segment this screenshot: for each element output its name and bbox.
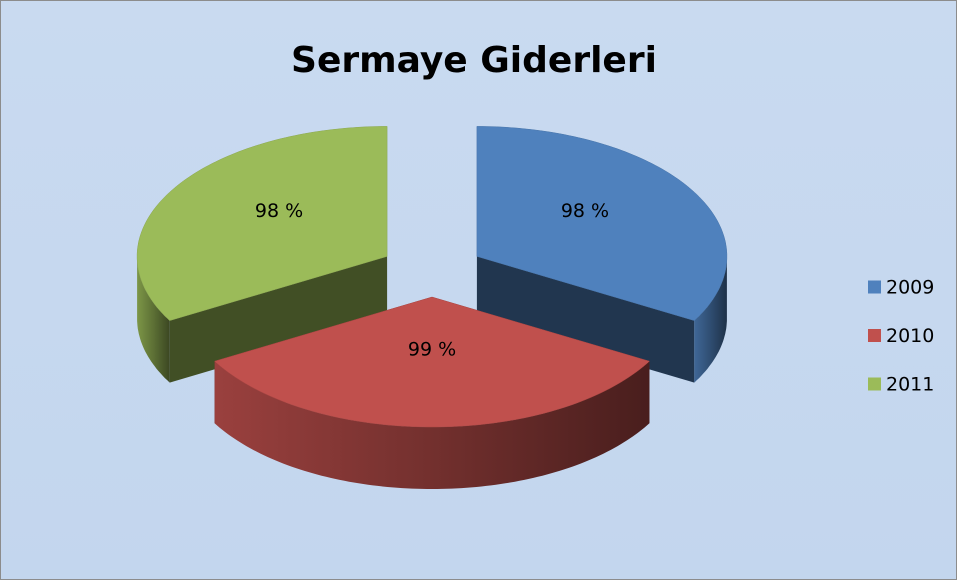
legend-label: 2011 xyxy=(886,374,934,396)
legend-swatch xyxy=(868,329,881,342)
chart-title: Sermaye Giderleri xyxy=(291,40,657,81)
legend-label: 2010 xyxy=(886,325,934,347)
legend-swatch xyxy=(868,280,881,294)
slice-wall xyxy=(169,256,388,383)
slice-side xyxy=(137,256,170,383)
slice-side xyxy=(694,256,727,383)
slice-top xyxy=(214,296,650,428)
slice-top xyxy=(476,126,728,321)
pie-slice: 99 % xyxy=(214,296,650,489)
pie-slice: 98 % xyxy=(136,126,388,383)
slice-side xyxy=(214,361,650,489)
data-label: 98 % xyxy=(561,200,609,222)
slice-wall xyxy=(476,256,695,383)
slice-top xyxy=(136,126,388,321)
pie-slice: 98 % xyxy=(476,126,728,383)
legend-label: 2009 xyxy=(886,277,934,299)
data-label: 98 % xyxy=(255,200,303,222)
data-label: 99 % xyxy=(408,339,456,361)
legend-swatch xyxy=(868,377,881,391)
